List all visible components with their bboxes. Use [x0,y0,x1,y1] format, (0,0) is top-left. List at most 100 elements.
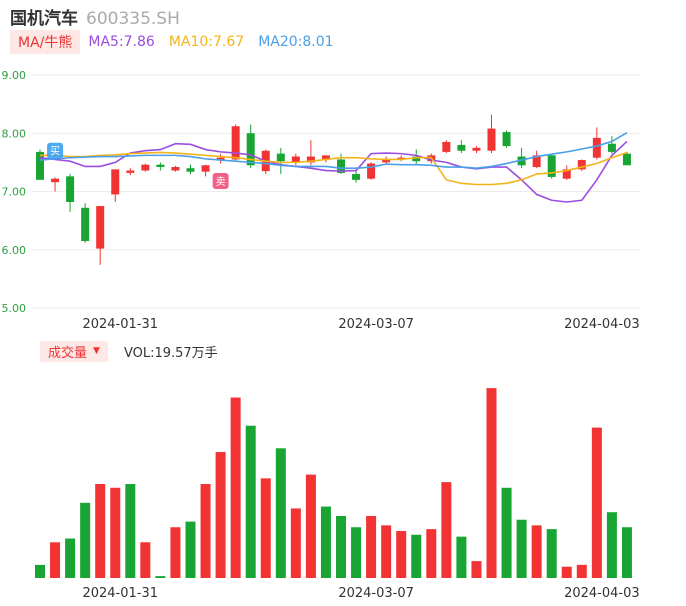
buy-marker-box [47,142,64,159]
ma5-legend: MA5:7.86 [88,34,155,50]
candle-body [81,207,90,242]
candle-body [36,151,44,180]
candle [502,130,511,148]
x-tick-label: 2024-01-31 [82,317,158,332]
candle [51,177,60,192]
candle-body [306,156,315,163]
candle-body [517,156,526,166]
ma-indicator-button[interactable]: MA/牛熊 [10,30,81,54]
volume-bar [471,561,482,578]
volume-bar [576,564,587,578]
volume-bar [140,542,151,578]
volume-x-tick-label: 2024-01-31 [82,586,158,601]
candle-body [156,164,165,168]
volume-bar [95,484,106,578]
candle-body [622,153,631,166]
y-tick-label: 9.00 [2,69,27,82]
candle [111,169,120,202]
volume-bar [591,427,602,578]
candle [126,168,135,176]
candle-body [126,170,135,173]
candle [216,153,225,164]
ma-lines [39,131,628,203]
candle [171,165,180,172]
candle [36,149,44,180]
candle [186,164,195,175]
volume-x-tick-label: 2024-04-03 [564,586,640,601]
volume-bar [215,452,226,578]
x-tick-label: 2024-04-03 [564,317,640,332]
volume-bar [155,576,166,578]
candle [487,114,496,154]
candle [246,124,255,169]
candle [442,140,451,154]
volume-bar [305,474,316,578]
volume-bar [290,508,301,578]
volume-bar [260,478,271,578]
buy-marker-label: 买 [50,146,60,158]
volume-bar [516,519,527,578]
volume-bar [501,487,512,578]
volume-bar [200,484,211,578]
candle-body [337,159,345,173]
candle [577,159,586,172]
caret-down-icon: ▼ [93,346,100,356]
candle-body [562,169,571,179]
volume-bar [35,564,45,578]
volume-bar [275,448,286,578]
volume-indicator-button[interactable]: 成交量 ▼ [40,340,108,362]
ma10-legend: MA10:7.67 [168,34,245,50]
volume-x-axis: 2024-01-31 2024-03-07 2024-04-03 [82,586,639,601]
candle-body [547,155,556,177]
y-tick-label: 8.00 [2,127,27,140]
price-grid [32,74,640,309]
candle [276,147,285,175]
candle-body [577,160,586,170]
volume-bar [531,525,542,578]
volume-bars [35,388,632,578]
candle [562,165,571,180]
y-tick-label: 7.00 [2,186,27,199]
volume-bar [441,482,452,578]
candle-body [472,147,481,151]
candle-body [201,165,210,172]
candle [607,136,616,154]
candle-body [291,156,300,163]
candle-body [276,153,285,162]
volume-bar [351,527,362,578]
price-x-axis: 2024-01-31 2024-03-07 2024-04-03 [82,317,639,332]
candle [141,163,150,172]
candle-body [246,133,255,166]
volume-bar [80,502,91,578]
volume-bar [245,425,256,578]
candle [81,203,90,243]
candle-body [96,206,105,249]
y-tick-label: 6.00 [2,244,27,257]
candle-body [111,169,120,195]
volume-bar [381,525,392,578]
volume-bar [65,538,76,578]
candle-body [457,144,466,151]
candle-body [412,156,421,162]
candle [352,171,361,183]
candle-body [51,178,60,183]
volume-bar [561,566,572,578]
volume-bar [486,388,497,578]
volume-bar [320,506,331,578]
ma5-line [39,140,628,203]
candle-body [397,157,406,160]
x-tick-label: 2024-03-07 [338,317,414,332]
candle-body [442,141,451,152]
volume-bar [546,529,557,578]
candle-body [66,176,75,202]
candle [517,147,526,169]
candle-body [186,168,195,172]
stock-name: 国机汽车 [10,9,78,29]
trade-markers: 买卖 [47,142,229,190]
ma20-line [39,131,628,170]
candle [472,146,481,154]
volume-bar [336,515,346,578]
volume-legend: 成交量 ▼ VOL:19.57万手 [40,340,218,362]
volume-bar [426,529,437,578]
